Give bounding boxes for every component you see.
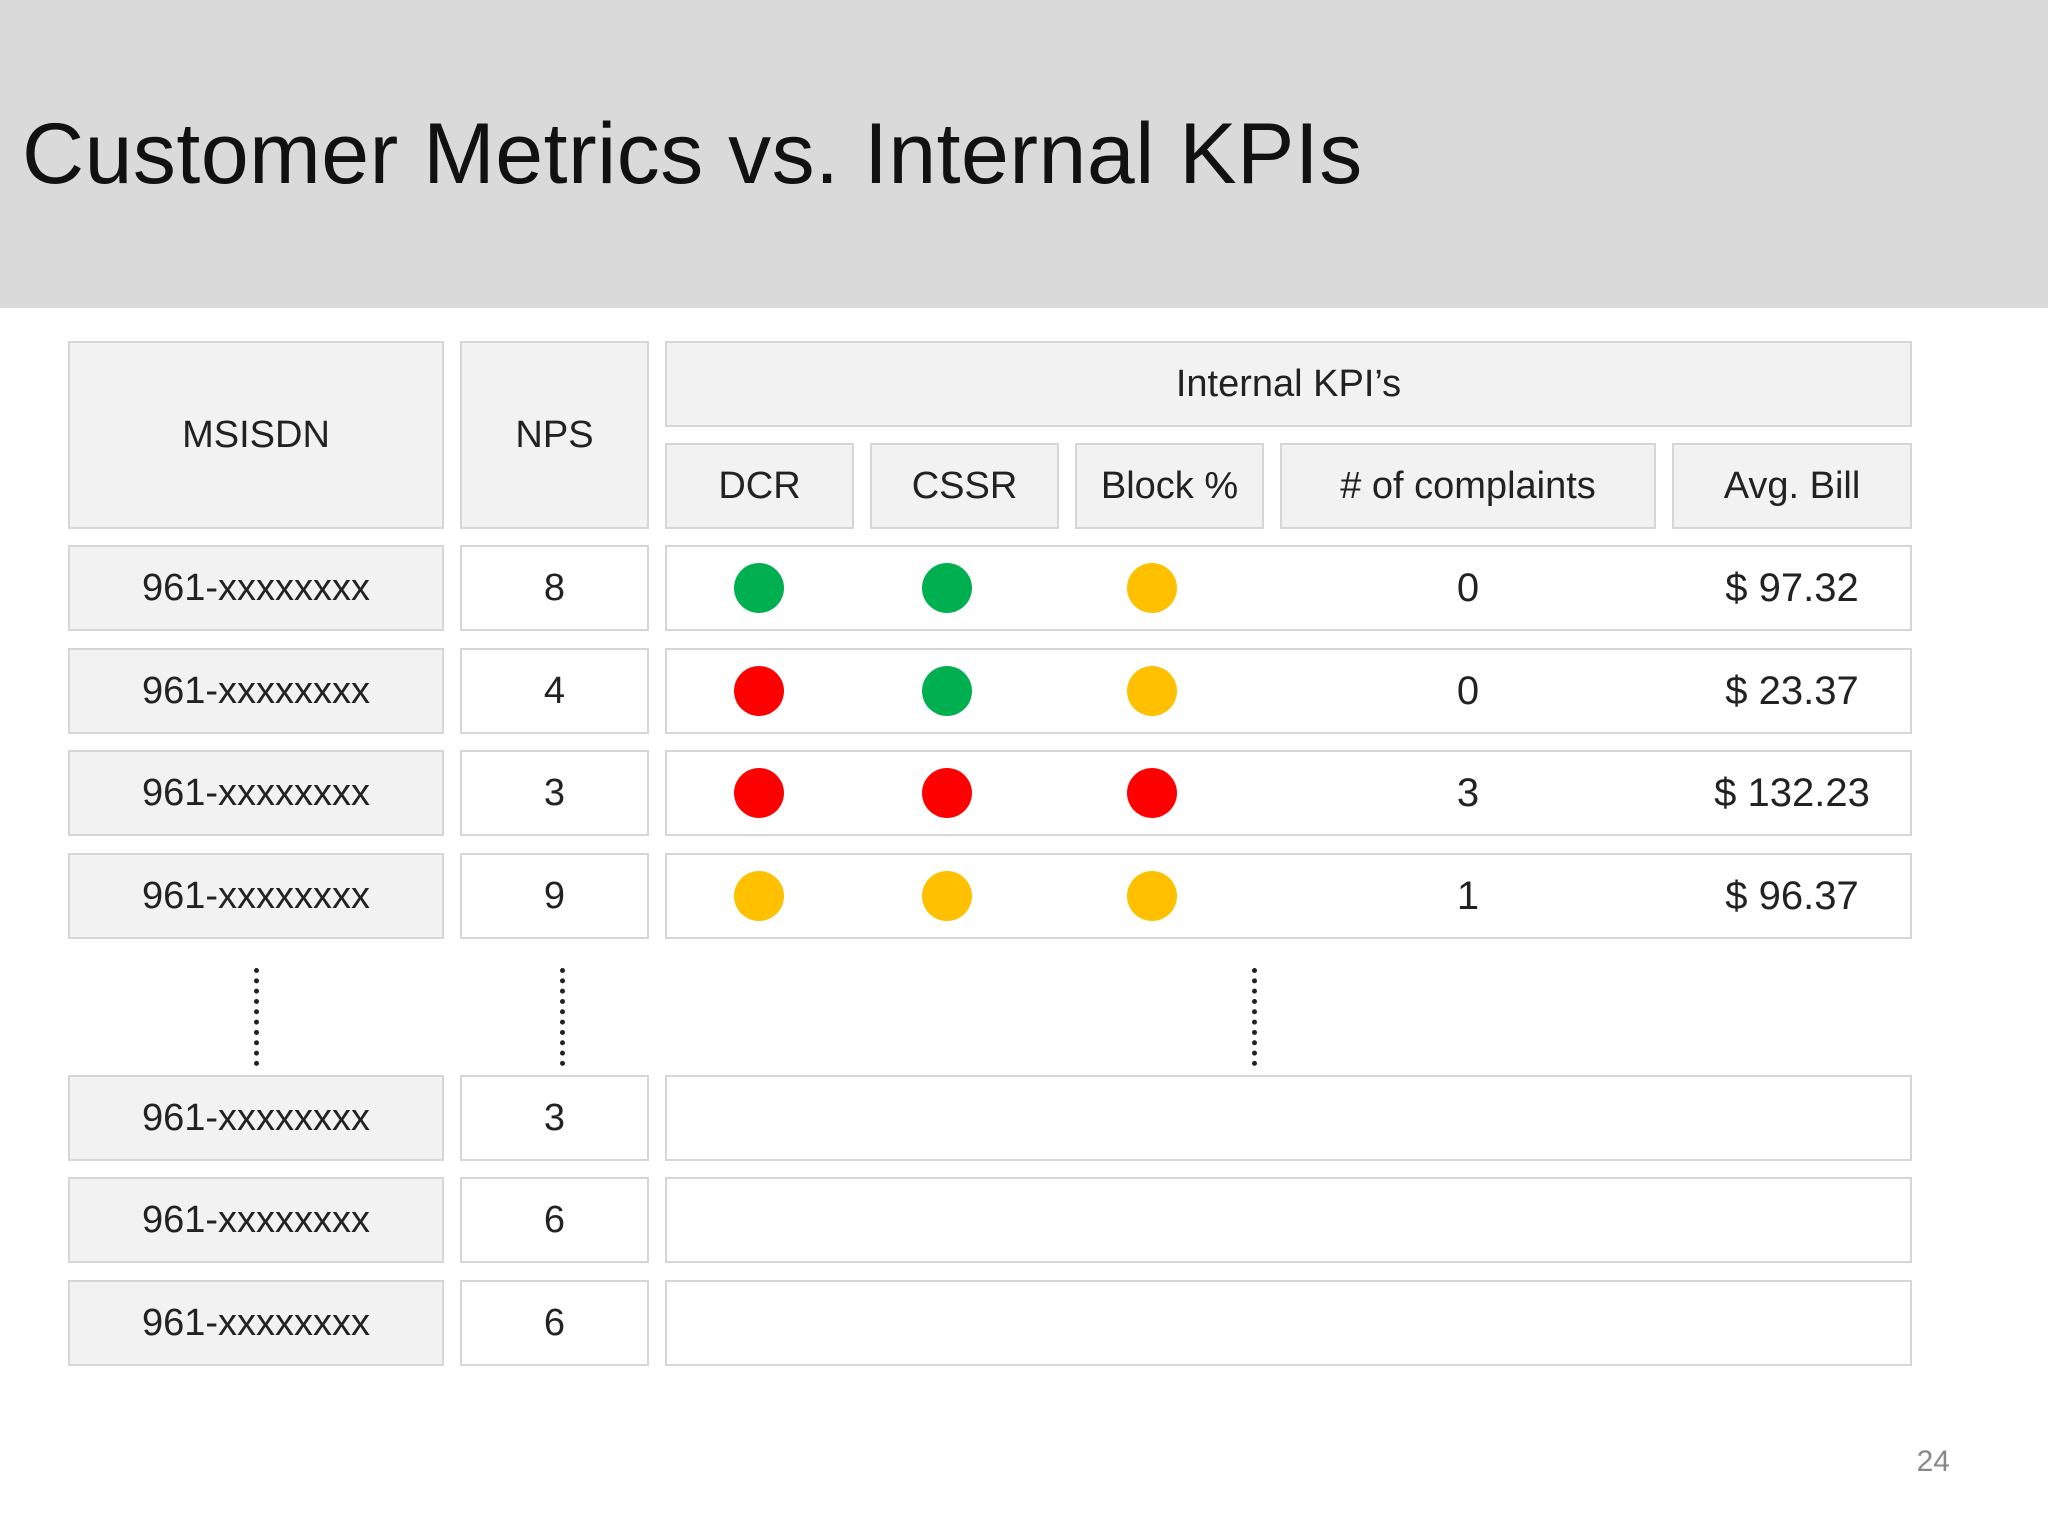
- dcr-status-dot: [734, 871, 784, 921]
- msisdn-cell: 961-xxxxxxxx: [68, 750, 444, 836]
- kpi-row-box: [665, 1280, 1912, 1366]
- nps-ellipsis: [560, 968, 565, 1066]
- msisdn-ellipsis: [254, 968, 259, 1066]
- dcr-status-dot: [734, 563, 784, 613]
- nps-cell: 3: [460, 750, 649, 836]
- dcr-status-dot: [734, 666, 784, 716]
- kpi-row-box: [665, 648, 1912, 734]
- dcr-status-dot: [734, 768, 784, 818]
- avg-bill-value: $ 23.37: [1725, 668, 1859, 713]
- complaints-value: 0: [1456, 565, 1480, 610]
- msisdn-cell: 961-xxxxxxxx: [68, 1177, 444, 1263]
- header-avg-bill: Avg. Bill: [1672, 443, 1912, 529]
- complaints-value: 1: [1456, 873, 1480, 918]
- block-status-dot: [1127, 871, 1177, 921]
- slide-title: Customer Metrics vs. Internal KPIs: [22, 106, 1363, 202]
- kpi-row-box: [665, 545, 1912, 631]
- nps-cell: 8: [460, 545, 649, 631]
- header-msisdn: MSISDN: [68, 341, 444, 529]
- msisdn-cell: 961-xxxxxxxx: [68, 545, 444, 631]
- cssr-status-dot: [922, 563, 972, 613]
- header-dcr: DCR: [665, 443, 854, 529]
- cssr-status-dot: [922, 768, 972, 818]
- block-status-dot: [1127, 563, 1177, 613]
- complaints-value: 3: [1456, 770, 1480, 815]
- avg-bill-value: $ 132.23: [1714, 770, 1870, 815]
- page-number: 24: [1916, 1445, 1950, 1478]
- msisdn-cell: 961-xxxxxxxx: [68, 1280, 444, 1366]
- complaints-value: 0: [1456, 668, 1480, 713]
- cssr-status-dot: [922, 666, 972, 716]
- header-block: Block %: [1075, 443, 1264, 529]
- avg-bill-value: $ 96.37: [1725, 873, 1859, 918]
- nps-cell: 6: [460, 1177, 649, 1263]
- header-complaints: # of complaints: [1280, 443, 1656, 529]
- header-internal-kpis: Internal KPI’s: [665, 341, 1912, 427]
- kpi-row-box: [665, 750, 1912, 836]
- title-banner: [0, 0, 2048, 308]
- block-status-dot: [1127, 768, 1177, 818]
- header-cssr: CSSR: [870, 443, 1059, 529]
- block-status-dot: [1127, 666, 1177, 716]
- nps-cell: 3: [460, 1075, 649, 1161]
- header-nps: NPS: [460, 341, 649, 529]
- msisdn-cell: 961-xxxxxxxx: [68, 853, 444, 939]
- cssr-status-dot: [922, 871, 972, 921]
- kpi-row-box: [665, 1177, 1912, 1263]
- nps-cell: 6: [460, 1280, 649, 1366]
- avg-bill-value: $ 97.32: [1725, 565, 1859, 610]
- kpi-ellipsis: [1252, 968, 1257, 1066]
- kpi-row-box: [665, 1075, 1912, 1161]
- msisdn-cell: 961-xxxxxxxx: [68, 1075, 444, 1161]
- msisdn-cell: 961-xxxxxxxx: [68, 648, 444, 734]
- nps-cell: 9: [460, 853, 649, 939]
- nps-cell: 4: [460, 648, 649, 734]
- kpi-row-box: [665, 853, 1912, 939]
